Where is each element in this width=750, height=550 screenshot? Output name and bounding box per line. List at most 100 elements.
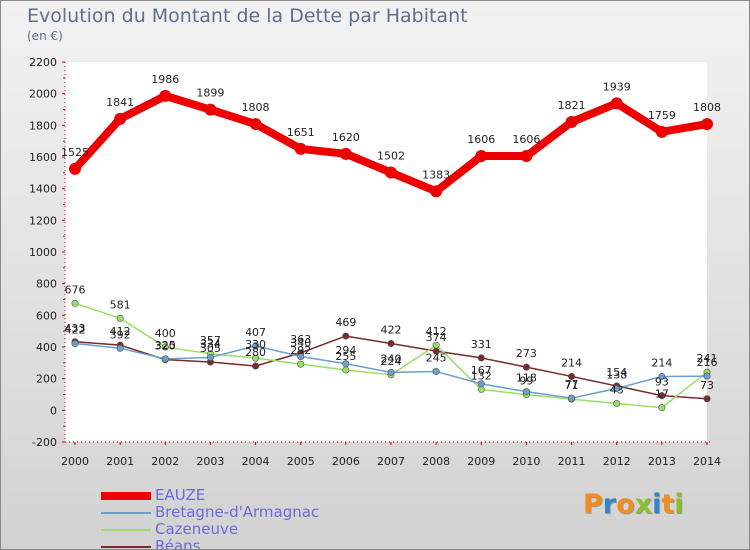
data-point: [342, 366, 350, 374]
y-tick-label: 1800: [29, 119, 57, 132]
data-label: 392: [110, 328, 131, 341]
legend-swatch: [101, 511, 151, 514]
y-tick-label: 2200: [29, 56, 57, 69]
data-label: 216: [697, 356, 718, 369]
x-tick-label: 2014: [693, 455, 721, 468]
data-point: [204, 103, 217, 116]
data-label: 167: [471, 364, 492, 377]
data-point: [342, 332, 350, 340]
data-point: [432, 368, 440, 376]
data-label: 320: [155, 340, 176, 353]
legend-label: EAUZE: [155, 486, 206, 504]
data-label: 363: [290, 333, 311, 346]
data-point: [477, 380, 485, 388]
data-point: [159, 89, 172, 102]
data-point: [116, 344, 124, 352]
data-point: [655, 125, 668, 138]
logo-letter: o: [616, 489, 635, 520]
data-label: 1383: [422, 168, 450, 181]
legend-swatch: [101, 545, 151, 548]
data-label: 422: [381, 324, 402, 337]
data-label: 214: [651, 356, 672, 369]
data-label: 1759: [648, 109, 676, 122]
data-point: [477, 354, 485, 362]
data-label: 334: [200, 337, 221, 350]
x-tick-label: 2001: [106, 455, 134, 468]
data-label: 292: [290, 344, 311, 357]
data-point: [522, 388, 530, 396]
data-label: 93: [655, 376, 669, 389]
data-label: 340: [290, 337, 311, 350]
data-label: 1525: [61, 146, 89, 159]
data-label: 73: [700, 379, 714, 392]
x-tick-label: 2012: [603, 455, 631, 468]
y-tick-label: 1200: [29, 214, 57, 227]
data-label: 273: [516, 347, 537, 360]
x-tick-label: 2013: [648, 455, 676, 468]
data-label: 255: [335, 350, 356, 363]
logo-letter: t: [661, 489, 675, 520]
x-tick-label: 2002: [151, 455, 179, 468]
data-label: 1502: [377, 150, 405, 163]
legend-label: Réans: [155, 537, 201, 550]
x-tick-label: 2003: [196, 455, 224, 468]
data-label: 43: [610, 384, 624, 397]
data-label: 1606: [512, 133, 540, 146]
data-label: 280: [245, 346, 266, 359]
data-point: [520, 150, 533, 163]
x-tick-label: 2009: [467, 455, 495, 468]
logo-letter: i: [674, 489, 684, 520]
data-label: 118: [516, 372, 537, 385]
data-point: [249, 118, 262, 131]
data-label: 1986: [151, 73, 179, 86]
data-label: 17: [655, 388, 669, 401]
data-label: 245: [426, 352, 447, 365]
data-point: [161, 343, 169, 351]
data-point: [116, 314, 124, 322]
data-label: 676: [65, 283, 86, 296]
data-point: [613, 400, 621, 408]
plot-area: [65, 62, 707, 442]
y-tick-label: 800: [36, 278, 57, 291]
data-label: 71: [565, 379, 579, 392]
legend-label: Bretagne-d'Armagnac: [155, 503, 320, 521]
data-label: 294: [335, 344, 356, 357]
data-point: [206, 353, 214, 361]
data-point: [71, 299, 79, 307]
data-point: [252, 354, 260, 362]
x-tick-label: 2011: [558, 455, 586, 468]
data-label: 132: [471, 369, 492, 382]
legend-swatch: [101, 528, 151, 531]
data-point: [430, 185, 443, 198]
legend-item: Réans: [101, 537, 319, 550]
data-label: 330: [245, 338, 266, 351]
data-label: 214: [561, 356, 582, 369]
data-label: 1651: [287, 126, 315, 139]
y-tick-label: 2000: [29, 88, 57, 101]
logo-letter: x: [634, 489, 653, 520]
data-point: [701, 118, 713, 131]
data-label: 422: [65, 324, 86, 337]
data-point: [522, 363, 530, 371]
data-label: 400: [155, 327, 176, 340]
data-point: [432, 341, 440, 349]
data-label: 469: [335, 316, 356, 329]
y-tick-label: 200: [36, 373, 57, 386]
x-tick-label: 2005: [287, 455, 315, 468]
data-point: [568, 394, 576, 402]
x-tick-label: 2010: [512, 455, 540, 468]
x-tick-label: 2007: [377, 455, 405, 468]
data-label: 1899: [196, 87, 224, 100]
proxiti-logo: Proxiti: [583, 489, 684, 520]
data-label: 1808: [693, 101, 721, 114]
data-label: 1620: [332, 131, 360, 144]
data-label: 1821: [558, 99, 586, 112]
chart-title: Evolution du Montant de la Dette par Hab…: [27, 5, 468, 27]
data-label: 77: [565, 378, 579, 391]
data-label: 1841: [106, 96, 134, 109]
data-label: 374: [426, 331, 447, 344]
data-point: [387, 368, 395, 376]
legend-item: Bretagne-d'Armagnac: [101, 504, 319, 521]
data-point: [297, 352, 305, 360]
